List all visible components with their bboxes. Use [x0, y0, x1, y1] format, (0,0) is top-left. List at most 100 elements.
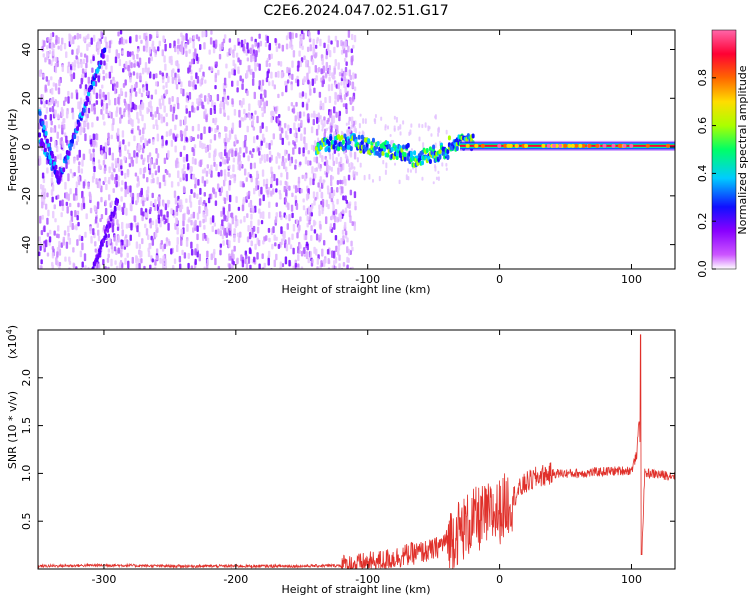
- spectral-cell: [274, 71, 278, 78]
- svg-text:(x104): (x104): [5, 325, 20, 359]
- spectral-cell: [87, 76, 90, 84]
- spectral-cell: [49, 113, 53, 121]
- spectral-cell: [305, 193, 309, 201]
- spectral-cell: [91, 67, 94, 73]
- spectral-cell: [71, 49, 74, 55]
- spectral-cell: [177, 170, 180, 179]
- spectral-cell: [391, 139, 394, 144]
- spectral-cell: [169, 43, 172, 49]
- spectral-cell: [260, 140, 263, 146]
- spectral-cell: [41, 201, 44, 209]
- spectral-cell: [265, 60, 269, 68]
- spectral-cell: [256, 135, 259, 140]
- spectral-cell: [57, 113, 60, 120]
- spectral-cell: [270, 110, 274, 118]
- spectral-cell: [59, 44, 63, 52]
- spectral-cell: [121, 229, 124, 237]
- spectral-track-cell: [44, 130, 48, 136]
- spectral-cell: [203, 126, 206, 134]
- spectral-cell: [134, 91, 138, 97]
- spectral-cell: [145, 228, 149, 236]
- y-tick-label: -20: [20, 187, 33, 205]
- spectral-cell: [116, 134, 120, 142]
- colorbar-gradient: [711, 29, 737, 270]
- spectral-cell: [435, 176, 438, 181]
- spectral-cell: [138, 57, 142, 66]
- spectral-cell: [138, 105, 141, 110]
- spectral-cell: [128, 163, 132, 168]
- spectral-cell: [231, 216, 235, 225]
- spectral-cell: [262, 194, 265, 202]
- spectral-cell: [253, 256, 256, 263]
- spectral-cell: [332, 204, 335, 212]
- spectral-cell: [337, 248, 340, 256]
- spectral-cell: [227, 210, 230, 219]
- spectral-cell: [317, 124, 320, 130]
- spectral-cell: [321, 248, 324, 257]
- spectral-cell: [149, 217, 152, 223]
- spectral-cell: [233, 234, 236, 243]
- spectral-cell: [343, 94, 347, 100]
- spectral-cell: [337, 82, 340, 90]
- spectral-cell: [180, 32, 183, 38]
- spectral-cell: [229, 223, 232, 231]
- spectral-cell: [247, 190, 251, 197]
- colorbar-tick-label: 0.4: [696, 165, 709, 183]
- spectral-cell: [334, 208, 338, 215]
- spectral-cell: [116, 128, 120, 136]
- spectral-cell: [305, 251, 309, 260]
- spectral-cell: [103, 121, 106, 126]
- spectral-cell: [50, 177, 54, 184]
- spectral-track-cell: [55, 170, 59, 176]
- spectral-cell: [53, 204, 56, 210]
- spectral-cell: [90, 103, 94, 112]
- spectral-cell: [250, 213, 253, 220]
- spectral-cell: [350, 162, 353, 170]
- spectral-cell: [330, 186, 334, 194]
- tone-peak-cell: [587, 143, 592, 148]
- spectral-cell: [332, 160, 336, 167]
- spectral-cell: [89, 153, 93, 161]
- spectral-cell: [232, 53, 235, 59]
- spectral-cell: [232, 59, 235, 67]
- y-tick-label: 0: [20, 144, 33, 151]
- spectral-cell: [259, 40, 263, 47]
- spectral-cell: [292, 247, 295, 255]
- spectral-cell: [287, 153, 291, 161]
- y-exponent-prefix: (x10: [6, 334, 19, 359]
- spectral-cell: [54, 99, 57, 104]
- spectral-cell: [325, 199, 329, 207]
- spectral-cell: [161, 98, 165, 106]
- spectral-cell: [217, 171, 220, 177]
- spectral-cell: [285, 85, 288, 93]
- spectral-cell: [252, 115, 255, 121]
- spectral-cell: [48, 229, 52, 235]
- spectral-cell: [399, 131, 402, 136]
- spectral-cell: [70, 92, 74, 99]
- spectral-cell: [181, 168, 184, 175]
- x-tick-label: -200: [223, 573, 248, 586]
- spectral-cell: [134, 172, 138, 177]
- spectral-cell: [92, 133, 96, 141]
- spectral-cell: [105, 107, 108, 115]
- spectral-cell: [136, 175, 140, 182]
- spectral-cell: [248, 103, 251, 112]
- spectral-cell: [165, 131, 169, 137]
- spectral-cell: [156, 153, 160, 159]
- spectral-cell: [246, 70, 249, 79]
- spectral-cell: [105, 103, 109, 109]
- spectral-cell: [174, 196, 178, 205]
- tone-peak-cell: [541, 143, 546, 148]
- spectral-cell: [318, 204, 321, 211]
- spectral-cell: [288, 74, 292, 79]
- spectral-cell: [280, 226, 283, 235]
- spectral-cell: [217, 228, 220, 235]
- spectral-cell: [126, 50, 130, 58]
- spectral-cell: [129, 202, 133, 211]
- spectral-cell: [220, 45, 223, 50]
- x-tick-label: -100: [355, 573, 380, 586]
- tone-cell: [367, 138, 371, 144]
- spectral-cell: [51, 184, 55, 192]
- spectral-cell: [117, 163, 121, 168]
- spectral-cell: [92, 86, 96, 95]
